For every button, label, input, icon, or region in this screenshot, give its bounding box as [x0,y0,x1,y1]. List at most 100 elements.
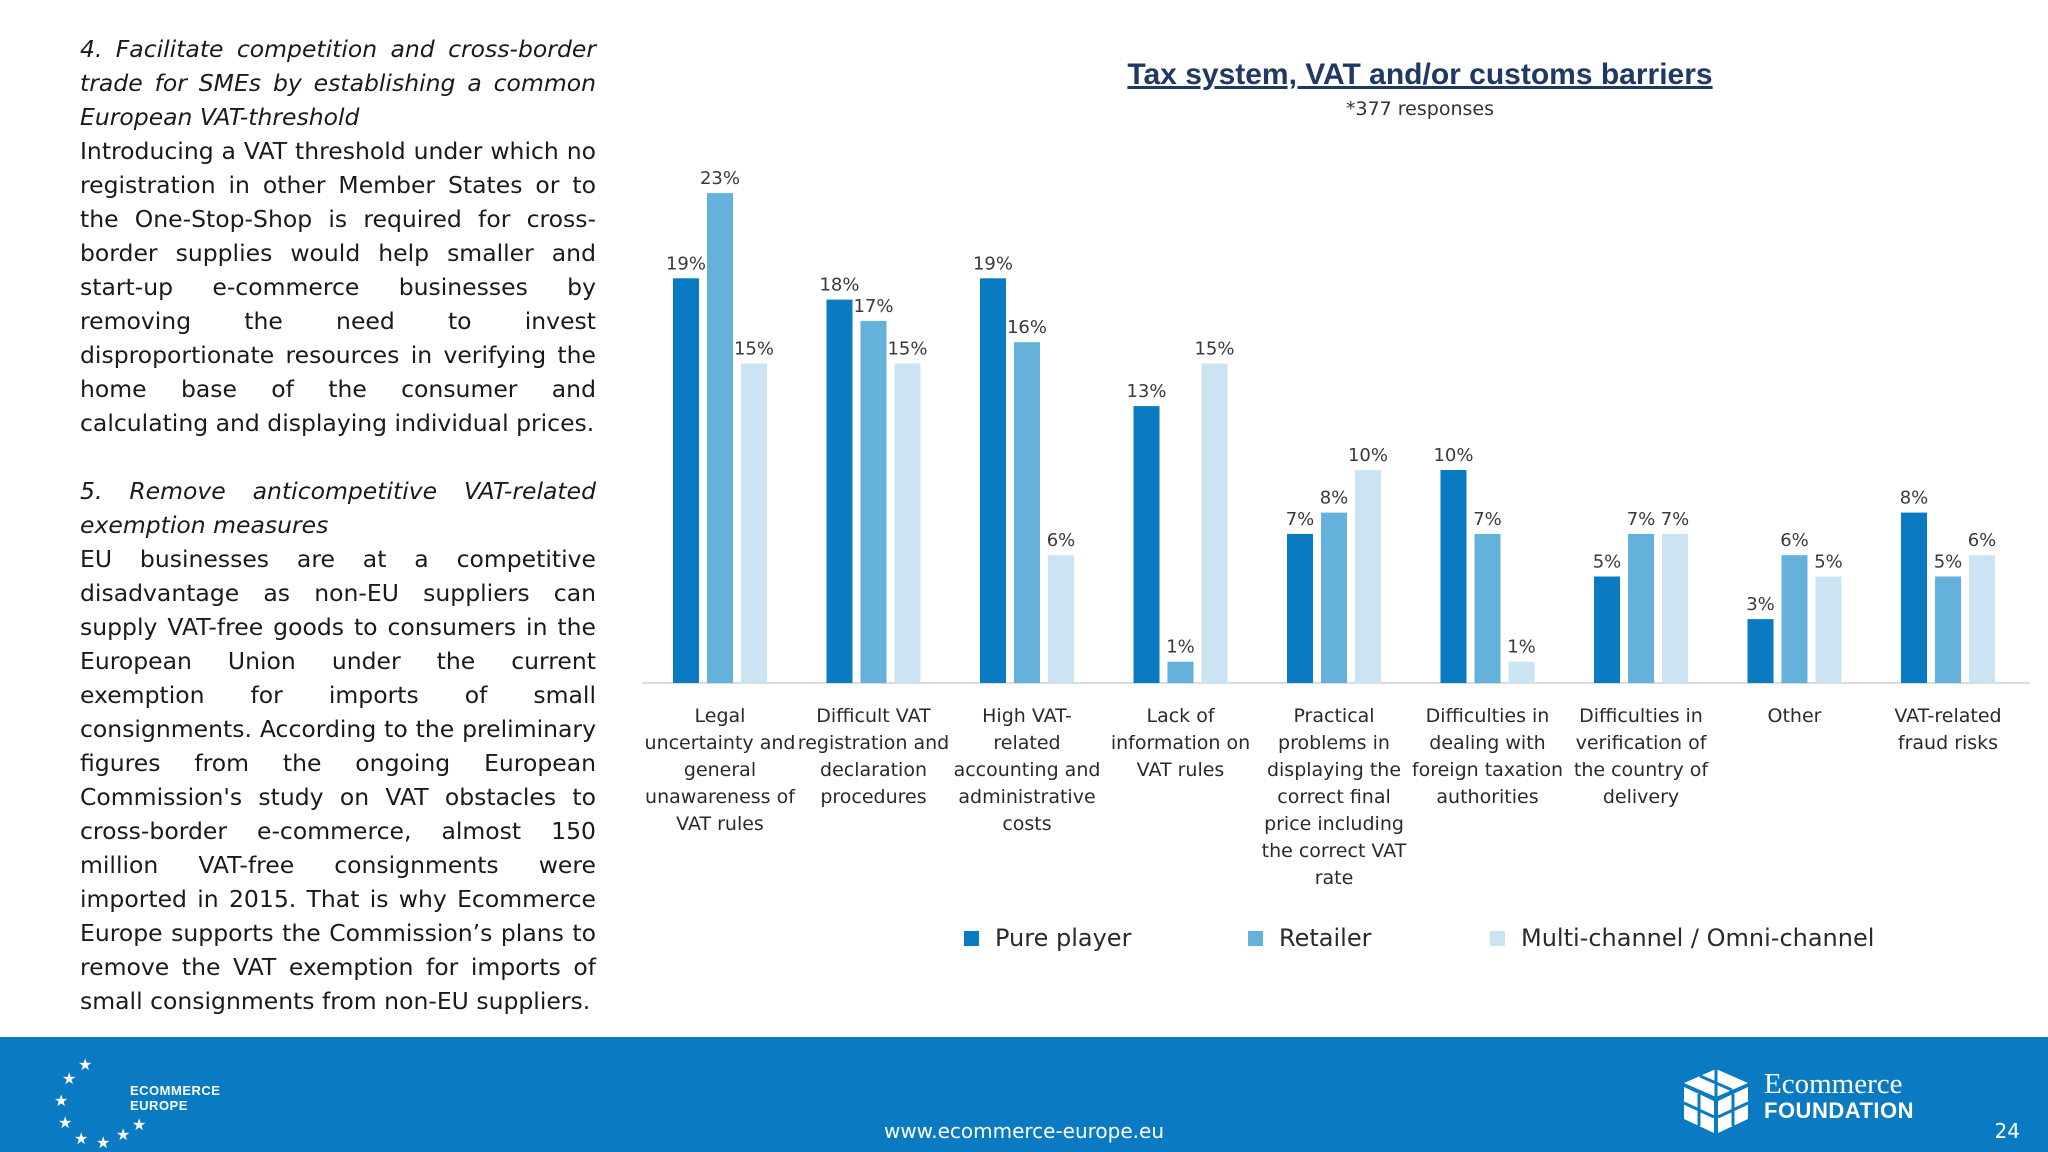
category-label-8: Other [1768,705,1822,727]
star-icon: ★ [62,1069,77,1088]
category-label-4: Lack of information on VAT rules [1111,705,1250,781]
legend-swatch-pure-player [964,930,979,946]
data-label-9-series-1: 8% [1900,488,1929,509]
bar-9-series-1 [1901,512,1927,683]
data-label-2-series-3: 15% [887,339,927,360]
footer-bar: ★ ★ ★ ★ ★ ★ ★ ★ ECOMMERCE EUROPE www.eco… [0,1037,2048,1152]
bar-9-series-3 [1969,555,1995,683]
chart-title: Tax system, VAT and/or customs barriers [1127,58,1713,91]
ecommerce-foundation-logo: Ecommerce FOUNDATION [1678,1065,1938,1137]
data-label-1-series-1: 19% [666,253,706,274]
category-label-7: Difficulties in verification of the countr… [1574,705,1710,808]
bar-5-series-3 [1355,470,1381,683]
bar-1-series-3 [741,363,767,683]
data-label-9-series-2: 5% [1934,552,1963,573]
bar-8-series-3 [1815,576,1842,683]
data-label-3-series-3: 6% [1047,530,1076,551]
legend-item-retailer: Retailer [1248,924,1371,952]
bar-4-series-3 [1201,363,1228,683]
data-label-1-series-3: 15% [734,339,774,360]
ecommerce-europe-logo-line2: EUROPE [130,1098,188,1113]
ecommerce-europe-logo-text: ECOMMERCE EUROPE [130,1083,220,1113]
chart-subtitle: *377 responses [1345,98,1494,120]
bar-3-series-3 [1048,555,1074,683]
category-label-3: High VAT-related accounting and administra… [954,705,1101,835]
category-label-5: Practical problems in displaying the correc… [1262,705,1407,889]
chart-legend: Pure player Retailer Multi-channel / Omn… [0,924,2048,960]
category-label-1: Legal uncertainty and general unawareness o… [645,705,797,835]
star-icon: ★ [54,1091,69,1110]
section-heading-5: 5. Remove anticompetitive VAT-related ex… [80,477,596,539]
foundation-logo-line2: FOUNDATION [1764,1098,1915,1123]
ecommerce-europe-logo: ★ ★ ★ ★ ★ ★ ★ ★ ECOMMERCE EUROPE [50,1047,220,1151]
bar-4-series-1 [1133,406,1160,683]
star-icon: ★ [58,1113,73,1132]
foundation-logo-line1: Ecommerce [1764,1068,1903,1100]
ecommerce-europe-logo-line1: ECOMMERCE [130,1083,221,1098]
data-label-5-series-1: 7% [1286,509,1315,530]
data-label-3-series-1: 19% [973,253,1013,274]
legend-swatch-retailer [1248,930,1263,946]
data-label-6-series-1: 10% [1433,445,1473,466]
category-label-9: VAT-related fraud risks [1894,705,2001,754]
data-label-4-series-3: 15% [1194,339,1234,360]
bar-9-series-2 [1935,576,1961,683]
bar-6-series-1 [1440,470,1467,683]
bar-3-series-1 [980,278,1006,683]
star-icon: ★ [74,1129,89,1148]
section-heading-4: 4. Facilitate competition and cross-bord… [80,35,596,131]
page-number: 24 [1994,1119,2020,1143]
footer-url[interactable]: www.ecommerce-europe.eu [883,1119,1165,1143]
legend-item-pure-player: Pure player [964,924,1131,952]
star-icon: ★ [96,1133,111,1152]
data-label-8-series-1: 3% [1746,594,1775,615]
data-label-5-series-3: 10% [1348,445,1388,466]
bar-4-series-2 [1167,661,1194,683]
data-label-5-series-2: 8% [1320,488,1349,509]
bar-2-series-1 [826,299,853,683]
legend-label-pure-player: Pure player [995,924,1132,952]
data-label-7-series-2: 7% [1627,509,1656,530]
star-icon: ★ [116,1125,131,1144]
category-label-6: Difficulties in dealing with foreign taxat… [1412,705,1563,808]
bar-6-series-2 [1474,533,1501,683]
bar-1-series-2 [707,193,733,683]
data-label-2-series-1: 18% [819,275,859,296]
data-label-8-series-2: 6% [1780,530,1809,551]
legend-item-multi-channel: Multi-channel / Omni-channel [1490,924,1874,952]
bar-8-series-1 [1747,619,1774,683]
section-paragraph-4: Introducing a VAT threshold under which … [80,137,596,437]
bar-7-series-2 [1628,533,1654,683]
data-label-4-series-2: 1% [1166,637,1195,658]
bar-1-series-1 [673,278,699,683]
section-paragraph-5: EU businesses are at a competitive disad… [80,545,596,1015]
data-label-7-series-1: 5% [1593,552,1622,573]
category-label-2: Difficult VAT registration and declaration… [798,705,949,808]
bar-5-series-2 [1321,512,1347,683]
bar-3-series-2 [1014,342,1040,683]
bar-6-series-3 [1508,661,1535,683]
data-label-3-series-2: 16% [1007,317,1047,338]
data-label-1-series-2: 23% [700,168,740,189]
data-label-6-series-3: 1% [1507,637,1536,658]
bar-7-series-1 [1594,576,1620,683]
star-icon: ★ [78,1055,93,1074]
bar-5-series-1 [1287,533,1313,683]
bar-8-series-2 [1781,555,1808,683]
data-label-9-series-3: 6% [1968,530,1997,551]
data-label-7-series-3: 7% [1661,509,1690,530]
star-icon: ★ [132,1115,147,1134]
foundation-cube-icon [1683,1069,1749,1133]
data-label-6-series-2: 7% [1473,509,1502,530]
data-label-4-series-1: 13% [1126,381,1166,402]
legend-label-multi-channel: Multi-channel / Omni-channel [1521,924,1875,952]
legend-label-retailer: Retailer [1279,924,1372,952]
bar-2-series-2 [860,320,887,683]
body-text-column: 4. Facilitate competition and cross-bord… [80,32,596,1018]
data-label-8-series-3: 5% [1814,552,1843,573]
legend-swatch-multi-channel [1490,930,1505,946]
data-label-2-series-2: 17% [853,296,893,317]
bar-7-series-3 [1662,533,1688,683]
bar-2-series-3 [894,363,921,683]
